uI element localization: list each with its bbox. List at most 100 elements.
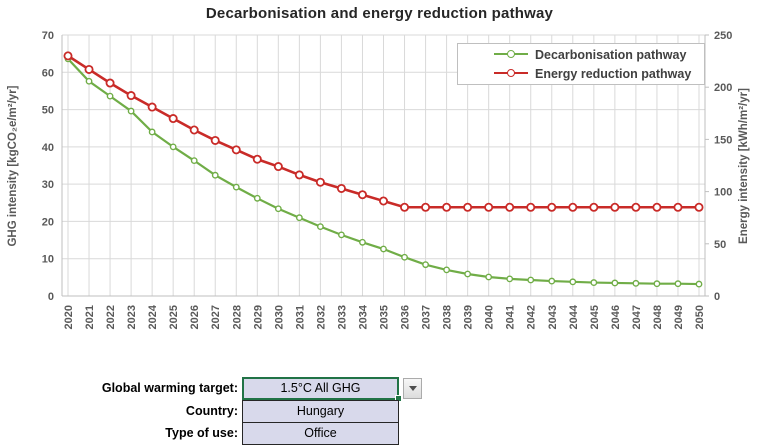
line-marker-icon [494, 69, 528, 78]
data-point [359, 238, 366, 246]
country-cell[interactable]: Hungary [242, 400, 399, 423]
data-point [400, 202, 410, 212]
left-axis-tick: 10 [42, 254, 54, 266]
right-axis-tick: 150 [714, 134, 732, 146]
year-tick: 2042 [526, 305, 538, 329]
data-point [84, 64, 94, 74]
data-point [190, 157, 198, 165]
data-point [85, 77, 93, 85]
data-point [378, 196, 388, 206]
data-point [442, 202, 452, 212]
year-tick: 2030 [273, 305, 285, 329]
right-axis-tick: 0 [714, 291, 720, 303]
data-point [169, 143, 177, 151]
right-axis-tick: 200 [714, 82, 732, 94]
year-tick: 2020 [63, 305, 75, 329]
data-point [526, 202, 536, 212]
right-axis-title: Energy intensity [kWh/m²/yr] [738, 88, 750, 244]
data-point [253, 194, 261, 202]
legend-item-energy: Energy reduction pathway [494, 65, 704, 82]
data-point [484, 202, 494, 212]
chart-legend: Decarbonisation pathway Energy reduction… [457, 43, 705, 85]
year-tick: 2035 [379, 305, 391, 329]
legend-label: Decarbonisation pathway [535, 47, 687, 62]
legend-item-decarbonisation: Decarbonisation pathway [494, 46, 704, 63]
year-tick: 2033 [336, 305, 348, 329]
data-point [547, 202, 557, 212]
year-tick: 2029 [252, 305, 264, 329]
dropdown-button[interactable] [403, 378, 422, 399]
data-point [569, 278, 577, 286]
year-tick: 2047 [631, 305, 643, 329]
year-tick: 2048 [652, 305, 664, 329]
left-axis-tick: 60 [42, 67, 54, 79]
year-tick: 2024 [147, 304, 159, 329]
legend-label: Energy reduction pathway [535, 66, 692, 81]
left-axis-tick: 20 [42, 216, 54, 228]
year-tick: 2039 [463, 305, 475, 329]
data-point [610, 202, 620, 212]
axis-lines [61, 34, 709, 297]
right-axis-tick: 100 [714, 187, 732, 199]
year-tick: 2031 [294, 305, 306, 329]
year-tick: 2026 [189, 305, 201, 329]
year-tick: 2040 [484, 305, 496, 329]
data-point [232, 183, 240, 191]
chevron-down-icon [408, 386, 417, 391]
data-point [126, 91, 136, 101]
data-point [252, 154, 262, 164]
left-axis-title: GHG intensity [kgCO₂e/m²/yr] [7, 85, 19, 246]
data-point [653, 280, 661, 288]
data-point [505, 202, 515, 212]
year-tick: 2043 [547, 305, 559, 329]
data-point [148, 128, 156, 136]
data-point [211, 171, 219, 179]
right-axis-tick: 50 [714, 239, 726, 251]
year-tick: 2038 [442, 305, 454, 329]
data-point [568, 202, 578, 212]
year-tick: 2041 [505, 305, 517, 329]
line-marker-icon [494, 50, 528, 59]
left-axis-tick: 40 [42, 142, 54, 154]
data-point [105, 78, 115, 88]
year-tick: 2022 [105, 305, 117, 329]
data-point [485, 273, 493, 281]
data-point [674, 280, 682, 288]
data-point [464, 270, 472, 278]
right-axis-tick: 250 [714, 30, 732, 42]
chart-title: Decarbonisation and energy reduction pat… [205, 5, 554, 22]
global-warming-target-dropdown-cell[interactable]: 1.5°C All GHG [242, 377, 399, 400]
left-axis-tick: 0 [48, 291, 54, 303]
data-point [316, 223, 324, 231]
year-tick: 2036 [400, 305, 412, 329]
data-point [443, 266, 450, 274]
data-point [673, 202, 683, 212]
data-point [380, 245, 387, 253]
year-tick: 2045 [589, 305, 601, 329]
year-tick: 2028 [231, 305, 243, 329]
series-energy [63, 51, 704, 212]
data-point [168, 114, 178, 124]
data-point [274, 205, 282, 213]
data-point [611, 279, 619, 287]
type-of-use-cell[interactable]: Office [242, 422, 399, 445]
data-point [336, 183, 346, 193]
data-point [548, 277, 556, 285]
year-tick: 2050 [694, 305, 706, 329]
year-tick: 2034 [357, 304, 369, 329]
data-point [590, 279, 598, 286]
global-warming-target-label: Global warming target: [101, 381, 238, 395]
data-point [695, 280, 703, 288]
left-axis-tick: 30 [42, 179, 54, 191]
data-point [632, 279, 640, 287]
year-tick: 2032 [315, 305, 327, 329]
data-point [527, 276, 535, 284]
data-point [694, 202, 704, 212]
data-point [147, 102, 157, 112]
data-point [422, 261, 429, 269]
year-tick: 2044 [568, 304, 580, 329]
year-tick: 2023 [126, 305, 138, 329]
data-point [506, 275, 514, 283]
